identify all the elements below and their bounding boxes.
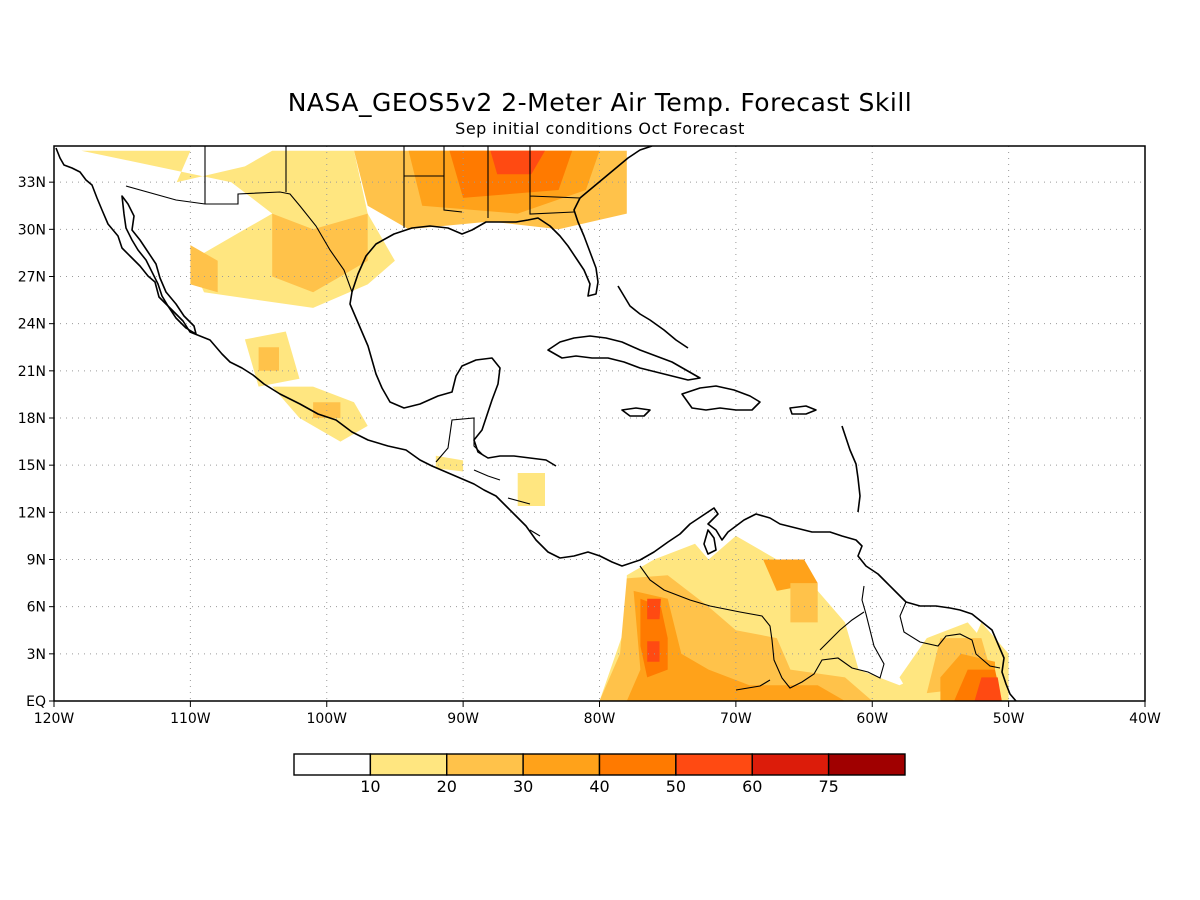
lat-tick-label: 18N: [18, 411, 46, 427]
colorbar-label: 40: [589, 777, 609, 796]
skill-region-level-3: [763, 559, 818, 591]
lon-tick-label: 90W: [447, 711, 479, 727]
skill-region-level-5: [647, 598, 661, 620]
jamaica: [621, 407, 651, 417]
us-state-borders: [204, 146, 581, 228]
lon-tick-label: 120W: [34, 711, 75, 727]
colorbar-swatch: [675, 753, 753, 776]
lake-maracaibo: [703, 529, 717, 555]
skill-region-level-2: [272, 213, 368, 293]
lat-tick-label: 30N: [18, 222, 46, 238]
colorbar-swatch: [751, 753, 830, 776]
lon-tick-label: 70W: [720, 711, 752, 727]
yucatan-coastline: [349, 291, 557, 467]
south-america-borders: [639, 565, 1001, 691]
skill-region-level-5: [974, 677, 1002, 701]
lat-tick-label: 33N: [18, 175, 46, 191]
lat-tick-label: 9N: [27, 552, 46, 568]
colorbar-label: 10: [360, 777, 380, 796]
lon-tick-label: 80W: [584, 711, 616, 727]
colorbar-swatch: [827, 753, 906, 776]
lon-tick-label: 60W: [856, 711, 888, 727]
lon-tick-label: 100W: [306, 711, 347, 727]
graticule-layer: [54, 146, 1145, 701]
colorbar-label: 60: [742, 777, 762, 796]
lat-tick-label: 27N: [18, 269, 46, 285]
skill-region-level-2: [258, 347, 279, 371]
skill-region-level-5: [647, 641, 660, 662]
colorbar-swatch: [446, 753, 524, 776]
lat-tick-label: 3N: [27, 647, 46, 663]
lesser-antilles: [841, 425, 861, 513]
map-subtitle: Sep initial conditions Oct Forecast: [455, 119, 745, 138]
colorbar-swatch: [293, 753, 372, 776]
lat-tick-label: 6N: [27, 600, 46, 616]
lat-tick-label: 21N: [18, 364, 46, 380]
lat-tick-label: 15N: [18, 458, 46, 474]
skill-region-level-3: [626, 590, 845, 701]
lon-tick-label: 40W: [1129, 711, 1161, 727]
map-title: NASA_GEOS5v2 2-Meter Air Temp. Forecast …: [288, 88, 913, 117]
lat-tick-label: 12N: [18, 505, 46, 521]
skill-region-level-1: [517, 473, 545, 506]
skill-region-level-5: [490, 150, 545, 175]
colorbar-label: 75: [818, 777, 838, 796]
colorbar-label: 50: [666, 777, 686, 796]
us-mexico-border: [125, 185, 353, 293]
bahamas: [617, 285, 689, 349]
political-borders-layer: [125, 146, 1001, 691]
skill-colorbar: 10 20 30 40 50 60 75: [293, 753, 906, 796]
baja-california: [121, 195, 197, 335]
colorbar-label: 30: [513, 777, 533, 796]
lat-tick-label: EQ: [26, 694, 46, 710]
skill-region-level-1: [435, 455, 464, 472]
map-background: [54, 146, 1145, 701]
lon-tick-label: 110W: [170, 711, 211, 727]
colorbar-swatch: [369, 753, 448, 776]
lon-tick-label: 50W: [993, 711, 1025, 727]
central-america-borders: [435, 417, 541, 537]
colorbar-label: 20: [437, 777, 457, 796]
mainland-coastline: [55, 147, 1017, 701]
gulf-coast-us: [351, 146, 653, 297]
map-panel: 120W 110W 100W 90W 80W 70W 60W 50W 40W EQ 3N 6N 9N 12…: [18, 145, 1161, 727]
lat-tick-label: 24N: [18, 317, 46, 333]
coastlines-layer: [55, 146, 1017, 701]
colorbar-swatch: [522, 753, 601, 776]
cuba: [547, 335, 701, 381]
axis-ticks-layer: 120W 110W 100W 90W 80W 70W 60W 50W 40W EQ 3N 6N 9N 12…: [18, 175, 1161, 727]
colorbar-swatch: [598, 753, 677, 776]
skill-region-level-2: [190, 245, 218, 293]
puerto-rico: [789, 405, 817, 415]
hispaniola: [681, 385, 761, 411]
skill-region-level-2: [790, 583, 818, 623]
